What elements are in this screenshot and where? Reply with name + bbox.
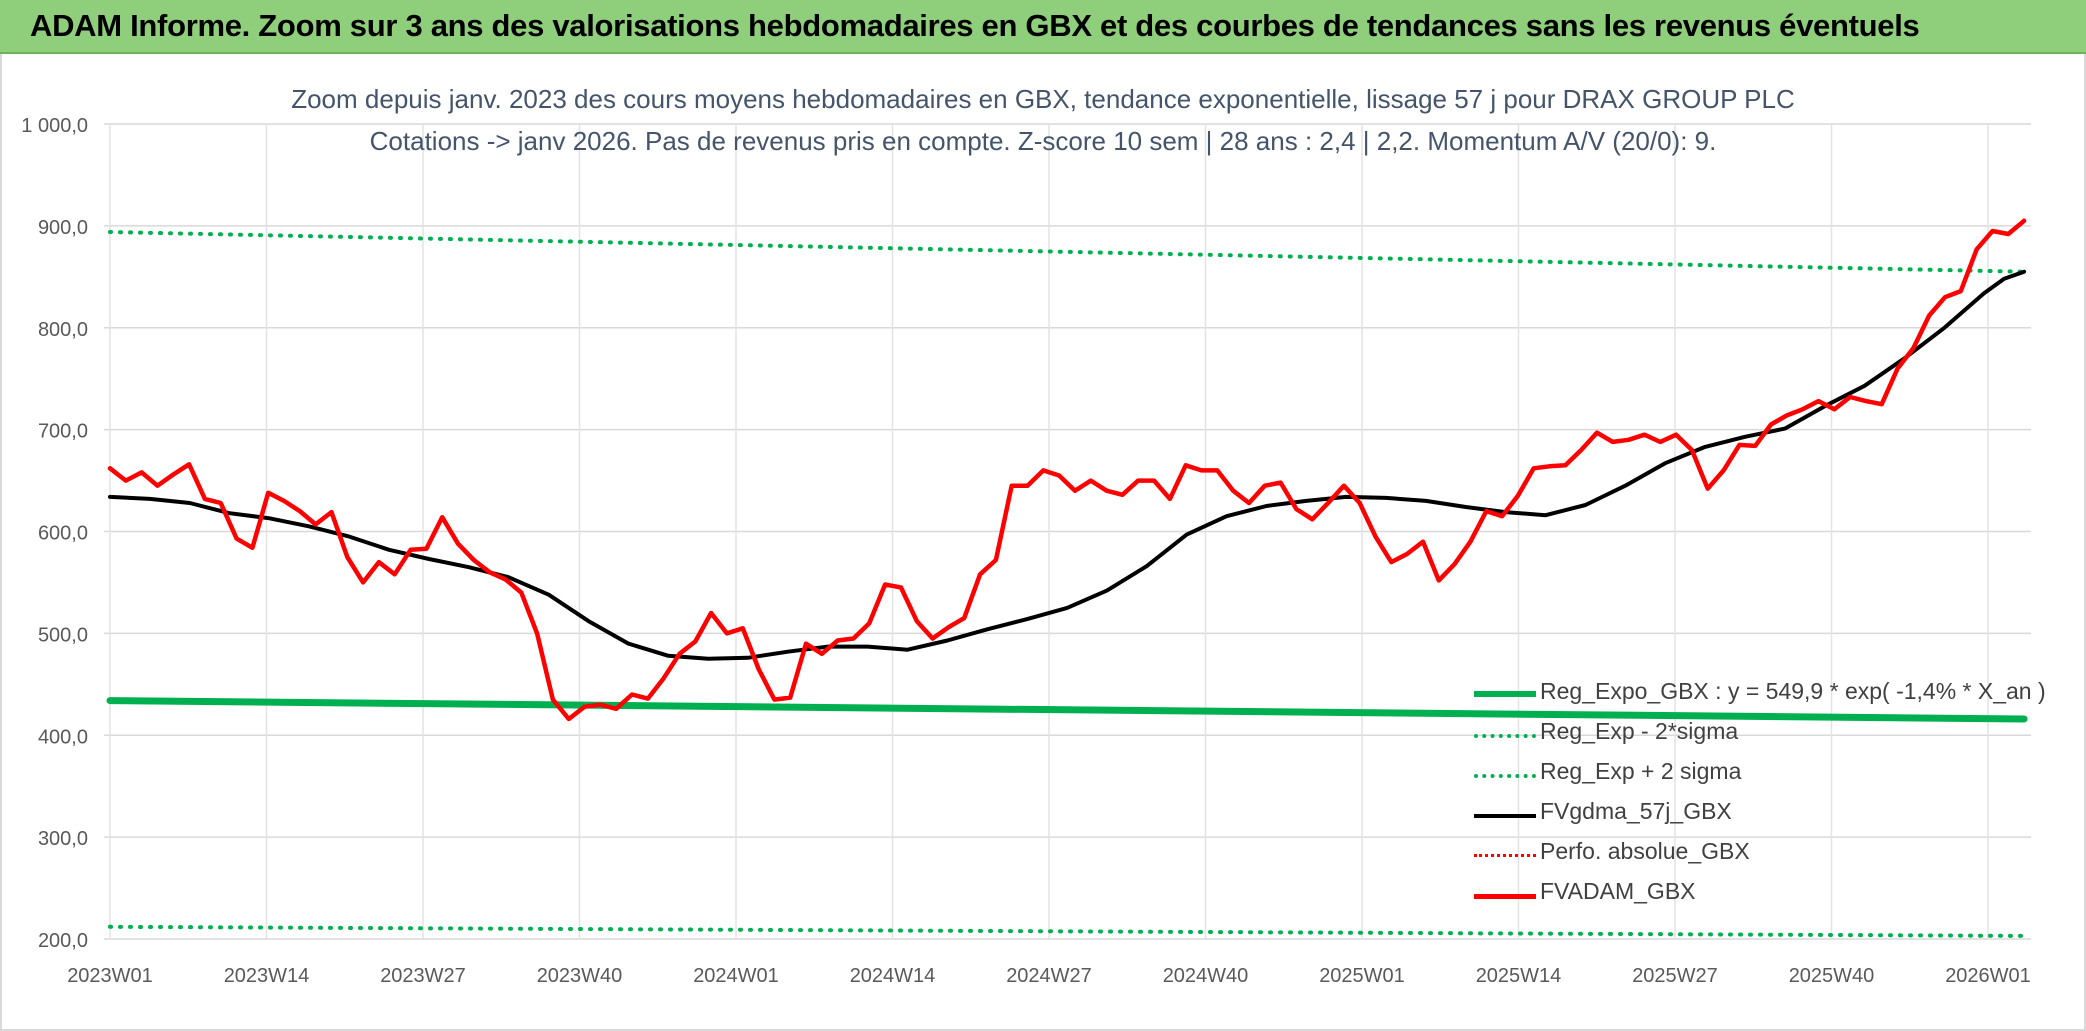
x-tick-label: 2023W01 xyxy=(67,965,153,987)
legend-swatch xyxy=(1474,734,1536,738)
x-tick-label: 2023W14 xyxy=(224,965,310,987)
legend-label: Reg_Expo_GBX : y = 549,9 * exp( -1,4% * … xyxy=(1540,678,2046,704)
legend-swatch xyxy=(1474,691,1536,697)
x-tick-label: 2025W14 xyxy=(1476,965,1562,987)
chart-subtitle: Cotations -> janv 2026. Pas de revenus p… xyxy=(369,126,1717,156)
x-tick-label: 2024W14 xyxy=(850,965,936,987)
legend-label: Reg_Exp - 2*sigma xyxy=(1540,718,1739,744)
x-tick-label: 2025W27 xyxy=(1632,965,1718,987)
y-tick-label: 200,0 xyxy=(38,930,88,952)
x-tick-label: 2026W01 xyxy=(1945,965,2031,987)
banner-title: ADAM Informe. Zoom sur 3 ans des valoris… xyxy=(30,8,1920,43)
y-tick-label: 1 000,0 xyxy=(21,115,88,137)
legend-swatch xyxy=(1474,854,1536,857)
legend-swatch xyxy=(1474,814,1536,818)
series-line xyxy=(106,697,2028,723)
legend-label: FVgdma_57j_GBX xyxy=(1540,798,1732,824)
grid xyxy=(104,123,2031,940)
legend-item-reg-minus: Reg_Exp - 2*sigma xyxy=(1474,716,2074,756)
x-tick-label: 2024W27 xyxy=(1006,965,1092,987)
legend-swatch xyxy=(1474,774,1536,778)
legend-item-reg-plus: Reg_Exp + 2 sigma xyxy=(1474,756,2074,796)
x-tick-label: 2023W40 xyxy=(537,965,623,987)
series-line xyxy=(108,924,2027,938)
y-tick-label: 300,0 xyxy=(38,828,88,850)
x-tick-label: 2023W27 xyxy=(380,965,466,987)
legend-label: Perfo. absolue_GBX xyxy=(1540,838,1750,864)
series-line xyxy=(108,269,2027,661)
x-tick-label: 2024W01 xyxy=(693,965,779,987)
legend-item-perfo: Perfo. absolue_GBX xyxy=(1474,836,2074,876)
chart-frame xyxy=(0,54,2086,1031)
banner: ADAM Informe. Zoom sur 3 ans des valoris… xyxy=(0,0,2086,54)
x-tick-label: 2025W01 xyxy=(1319,965,1405,987)
x-tick-label: 2024W40 xyxy=(1163,965,1249,987)
y-tick-label: 700,0 xyxy=(38,421,88,443)
y-tick-label: 900,0 xyxy=(38,217,88,239)
y-tick-label: 400,0 xyxy=(38,726,88,748)
chart-title: Zoom depuis janv. 2023 des cours moyens … xyxy=(291,84,1795,114)
series xyxy=(106,218,2028,938)
axis-labels: 200,0 300,0 400,0 500,0 600,0 700,0 800,0 900,0… xyxy=(21,115,2031,987)
legend: Reg_Expo_GBX : y = 549,9 * exp( -1,4% * … xyxy=(1474,676,2074,916)
legend-item-reg-expo: Reg_Expo_GBX : y = 549,9 * exp( -1,4% * … xyxy=(1474,676,2074,716)
legend-swatch xyxy=(1474,894,1536,899)
legend-item-fvgdma: FVgdma_57j_GBX xyxy=(1474,796,2074,836)
series-line xyxy=(108,230,2027,274)
y-tick-label: 600,0 xyxy=(38,523,88,545)
x-tick-label: 2025W40 xyxy=(1789,965,1875,987)
legend-label: Reg_Exp + 2 sigma xyxy=(1540,758,1742,784)
series-line xyxy=(107,218,2027,722)
y-tick-label: 500,0 xyxy=(38,624,88,646)
y-tick-label: 800,0 xyxy=(38,319,88,341)
legend-label: FVADAM_GBX xyxy=(1540,878,1696,904)
legend-item-fvadam: FVADAM_GBX xyxy=(1474,876,2074,916)
